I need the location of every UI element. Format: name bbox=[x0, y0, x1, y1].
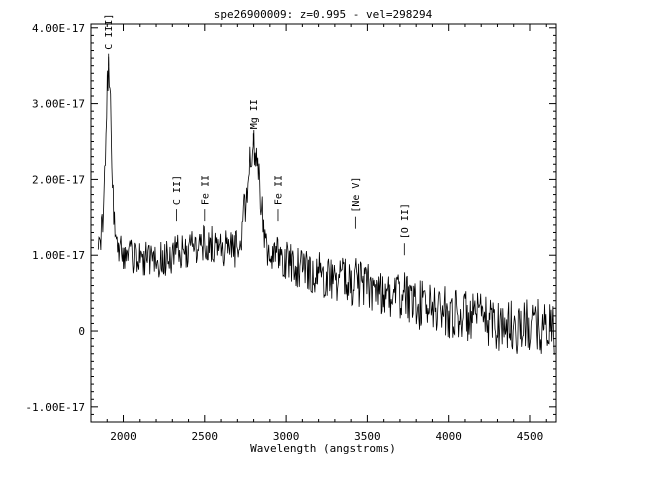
y-tick-label: 3.00E-17 bbox=[32, 98, 85, 111]
axis-ticks bbox=[91, 24, 556, 422]
spectrum-line bbox=[97, 56, 555, 355]
plot-frame bbox=[90, 23, 557, 423]
y-tick-label: 4.00E-17 bbox=[32, 22, 85, 35]
annotation-label: Mg II bbox=[249, 99, 260, 129]
line-annotations: C III] C II] Fe II Mg II Fe II [Ne V] [O II] bbox=[104, 14, 411, 256]
x-tick-label: 2500 bbox=[192, 430, 219, 443]
x-axis-label: Wavelength (angstroms) bbox=[250, 442, 396, 455]
x-tick-label: 4500 bbox=[517, 430, 544, 443]
annotation-label: Fe II bbox=[273, 175, 284, 205]
y-tick-label: 0 bbox=[78, 325, 85, 338]
annotation-label: [O II] bbox=[400, 203, 411, 239]
annotation-label: Fe II bbox=[200, 175, 211, 205]
y-tick-label: 2.00E-17 bbox=[32, 173, 85, 186]
x-tick-label: 2000 bbox=[110, 430, 137, 443]
x-tick-label: 4000 bbox=[435, 430, 462, 443]
tick-labels: 2000 2500 3000 3500 4000 4500 -1.00E-17 0 1.00E-… bbox=[25, 22, 543, 443]
annotation-label: C II] bbox=[172, 175, 183, 205]
y-tick-label: 1.00E-17 bbox=[32, 249, 85, 262]
chart-title: spe26900009: z=0.995 - vel=298294 bbox=[214, 8, 433, 21]
annotation-label: C III] bbox=[104, 14, 115, 50]
x-tick-label: 3500 bbox=[354, 430, 381, 443]
annotation-label: [Ne V] bbox=[351, 177, 362, 213]
x-tick-label: 3000 bbox=[273, 430, 300, 443]
y-tick-label: -1.00E-17 bbox=[25, 401, 85, 414]
